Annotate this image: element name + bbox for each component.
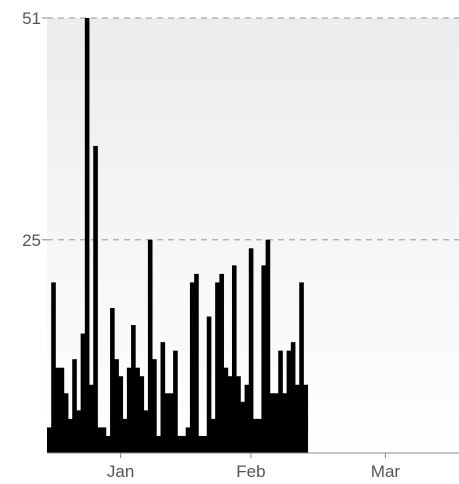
bar-50 [257,418,262,453]
bar-2 [55,367,61,453]
bar-series [47,18,309,454]
bar-14 [105,435,111,453]
bar-41 [219,273,224,453]
bar-33 [185,427,191,453]
bar-40 [215,282,220,453]
bar-1 [51,282,56,453]
bar-22 [139,376,145,453]
bar-9 [84,18,90,453]
bar-12 [97,427,103,453]
bar-30 [173,350,178,453]
bar-24 [147,239,153,453]
bar-59 [295,384,300,453]
y-axis-ticks: 25 51 [22,9,47,250]
bar-6 [72,359,77,453]
bar-46 [240,401,245,453]
bar-3 [59,367,65,453]
bar-17 [118,376,124,453]
bar-44 [231,265,237,453]
bar-35 [194,273,199,453]
x-tick-label-feb: Feb [236,462,265,481]
bar-11 [93,145,98,454]
bar-0 [47,427,52,453]
bar-8 [80,333,86,453]
bar-23 [143,410,149,453]
bar-18 [122,418,128,453]
bar-60 [299,282,304,453]
bar-20 [131,325,136,453]
bar-39 [210,418,216,453]
bar-43 [227,376,233,453]
y-tick-label-51: 51 [22,9,41,28]
x-tick-label-mar: Mar [371,462,401,481]
bar-4 [63,393,69,453]
bar-51 [261,265,267,453]
bar-48 [248,248,254,453]
x-axis-ticks: Jan Feb Mar [107,453,401,481]
bar-15 [110,308,115,453]
bar-26 [156,435,161,453]
bar-32 [181,435,187,453]
bar-5 [68,418,73,453]
bar-7 [76,410,82,453]
bar-28 [164,393,170,453]
y-tick-label-25: 25 [22,231,41,250]
bar-58 [290,342,296,453]
bar-34 [189,282,195,453]
bar-47 [244,384,250,453]
bar-37 [202,435,208,453]
bar-29 [168,393,174,453]
bar-10 [89,384,94,453]
bar-57 [286,350,292,453]
bar-55 [278,350,283,453]
bar-45 [236,376,241,453]
bar-31 [177,435,182,453]
bar-49 [253,418,258,453]
bar-21 [135,367,140,453]
bar-19 [126,367,132,453]
bar-16 [114,359,119,453]
x-tick-label-jan: Jan [107,462,134,481]
bar-25 [152,359,157,453]
bar-61 [303,384,309,453]
bar-36 [198,435,203,453]
bar-38 [206,316,212,453]
bar-54 [274,393,279,453]
bar-52 [265,239,271,453]
bar-56 [282,393,288,453]
bar-53 [269,393,275,453]
bar-42 [223,367,229,453]
bar-27 [160,342,166,453]
bar-13 [101,427,107,453]
gridlines [47,17,459,241]
